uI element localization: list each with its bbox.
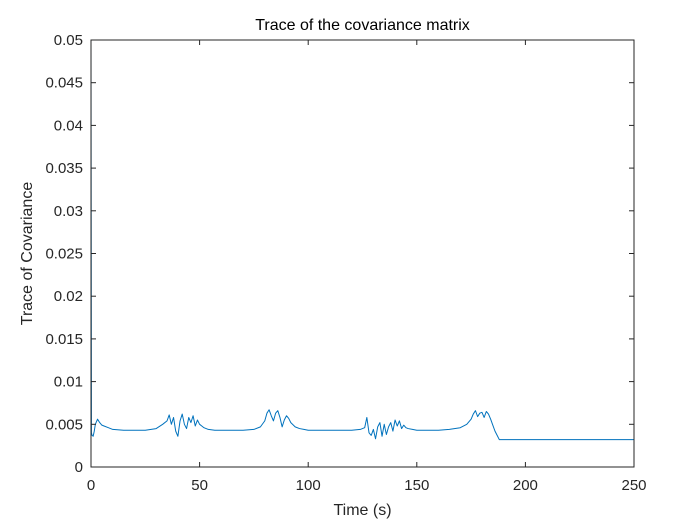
y-tick-label: 0.025 xyxy=(45,246,83,263)
y-tick-label: 0.04 xyxy=(54,117,83,134)
y-tick-label: 0 xyxy=(75,459,83,476)
y-tick-label: 0.045 xyxy=(45,75,83,92)
y-tick-label: 0.01 xyxy=(54,374,83,391)
x-tick-label: 250 xyxy=(621,477,646,494)
y-tick-label: 0.005 xyxy=(45,416,83,433)
chart-title: Trace of the covariance matrix xyxy=(255,17,470,34)
y-tick-label: 0.035 xyxy=(45,160,83,177)
y-axis: 0 0.005 0.01 0.015 0.02 0.025 0.03 0.035 0.04 0.0… xyxy=(45,32,634,476)
x-tick-label: 50 xyxy=(191,477,208,494)
plot-background xyxy=(91,40,634,467)
x-axis-label: Time (s) xyxy=(333,502,391,519)
y-tick-label: 0.02 xyxy=(54,288,83,305)
x-tick-label: 0 xyxy=(87,477,95,494)
x-tick-label: 100 xyxy=(296,477,321,494)
x-tick-label: 150 xyxy=(404,477,429,494)
x-tick-label: 200 xyxy=(513,477,538,494)
y-tick-label: 0.03 xyxy=(54,203,83,220)
y-axis-label: Trace of Covariance xyxy=(19,182,36,326)
plot-area xyxy=(90,39,635,468)
y-tick-label: 0.05 xyxy=(54,32,83,49)
y-tick-label: 0.015 xyxy=(45,331,83,348)
series-line-1 xyxy=(90,39,634,441)
x-axis: 0 50 100 150 200 250 xyxy=(87,40,647,494)
